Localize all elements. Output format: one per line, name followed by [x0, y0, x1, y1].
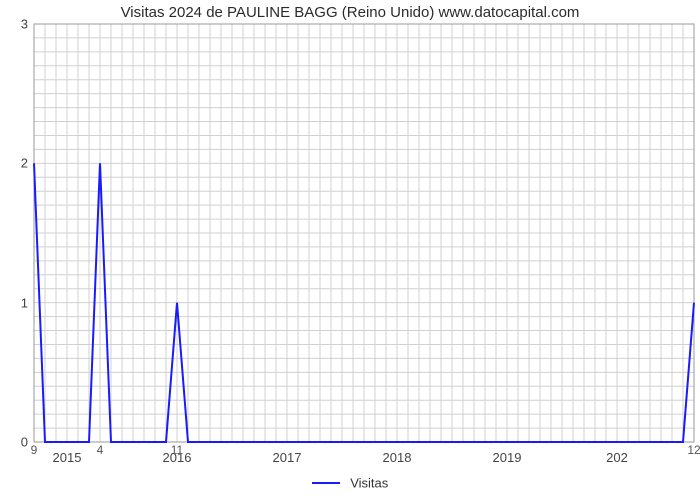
y-tick-label: 1	[21, 295, 28, 310]
plot-area	[34, 24, 694, 442]
y-tick-label: 2	[21, 156, 28, 171]
point-value-label: 12	[687, 443, 700, 457]
series-line	[34, 24, 694, 442]
legend: Visitas	[0, 474, 700, 492]
x-tick-label: 2015	[53, 450, 82, 465]
y-tick-label: 0	[21, 435, 28, 450]
point-value-label: 4	[97, 443, 104, 457]
point-value-label: 9	[31, 443, 38, 457]
chart-container: Visitas 2024 de PAULINE BAGG (Reino Unid…	[0, 0, 700, 500]
legend-swatch	[312, 482, 340, 484]
x-tick-label: 2017	[273, 450, 302, 465]
x-tick-label: 2019	[493, 450, 522, 465]
point-value-label: 11	[171, 443, 183, 457]
y-tick-label: 3	[21, 17, 28, 32]
x-tick-label: 2018	[383, 450, 412, 465]
x-tick-label: 202	[606, 450, 628, 465]
chart-title: Visitas 2024 de PAULINE BAGG (Reino Unid…	[0, 4, 700, 21]
legend-label: Visitas	[350, 475, 388, 490]
